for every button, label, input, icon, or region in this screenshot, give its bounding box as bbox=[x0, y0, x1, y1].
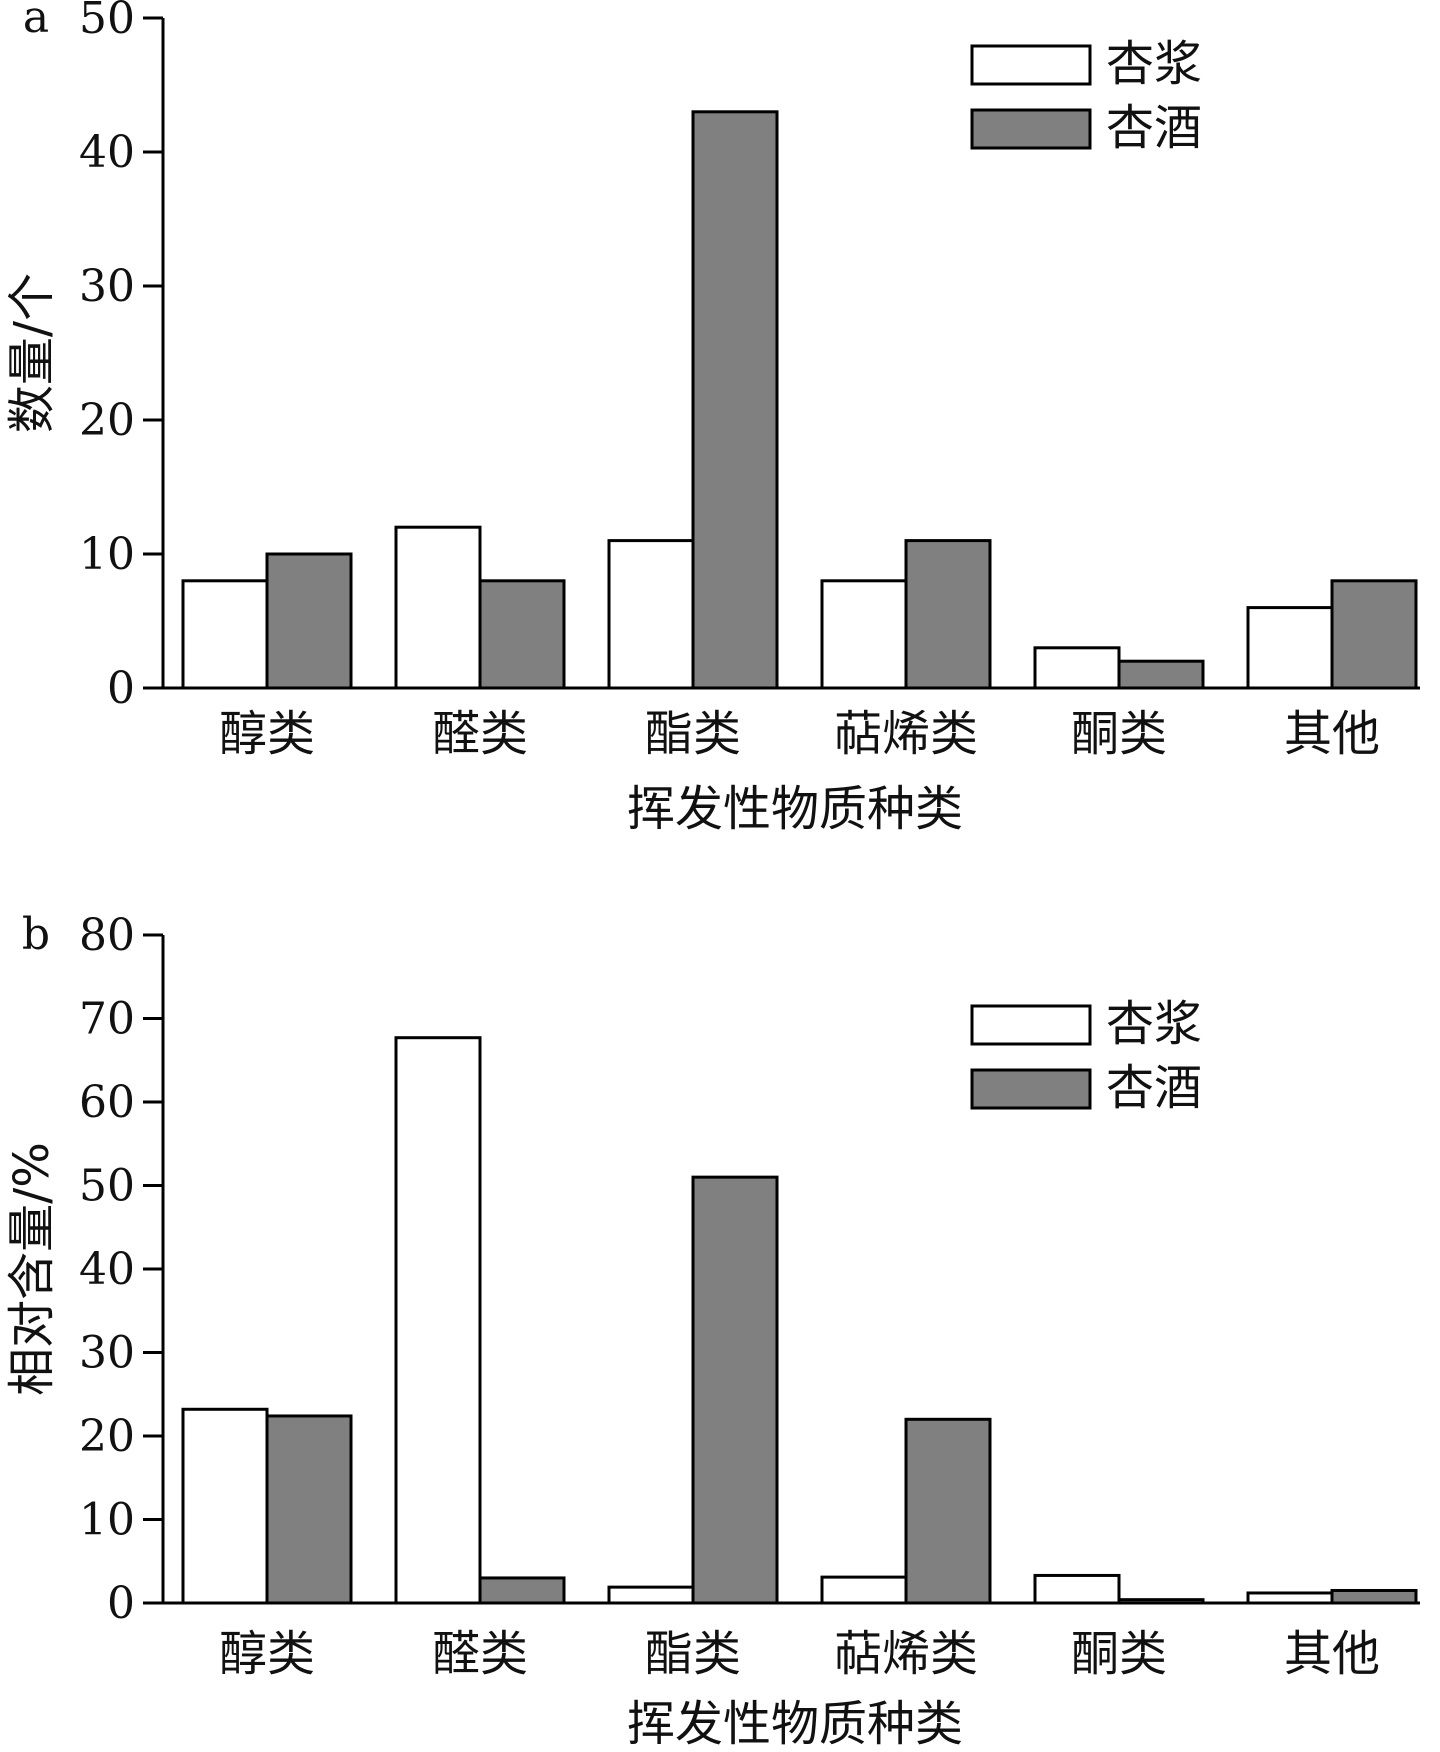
x-tick-label: 萜烯类 bbox=[834, 706, 978, 762]
bar-b-series1-4 bbox=[1033, 1573, 1121, 1605]
y-tick-label: 30 bbox=[79, 1328, 135, 1379]
y-tick-label: 10 bbox=[79, 1495, 135, 1546]
legend-label: 杏浆 bbox=[1106, 36, 1202, 92]
x-axis-title: 挥发性物质种类 bbox=[627, 1696, 963, 1752]
y-tick-label: 80 bbox=[79, 910, 135, 961]
bar-a-series2-5 bbox=[1330, 579, 1418, 690]
chart-panel-b: 醇类 醛类 酯类 萜烯类 酮类 其他 0 10 20 30 40 50 60 70 80 挥发性物质种类 相对含… bbox=[4, 909, 1420, 1752]
legend-swatch-series2 bbox=[970, 1068, 1092, 1110]
legend-label: 杏浆 bbox=[1106, 996, 1202, 1052]
bar-a-series2-1 bbox=[478, 579, 566, 690]
x-axis-title: 挥发性物质种类 bbox=[627, 781, 963, 837]
x-tick-label: 酯类 bbox=[645, 1626, 741, 1682]
legend-label: 杏酒 bbox=[1106, 100, 1202, 156]
bar-b-series2-2 bbox=[691, 1175, 779, 1605]
bar-a-series2-0 bbox=[265, 552, 353, 690]
x-tick-label: 萜烯类 bbox=[834, 1626, 978, 1682]
bar-b-series2-5 bbox=[1330, 1588, 1418, 1605]
y-tick-label: 40 bbox=[79, 1244, 135, 1295]
y-tick-label: 70 bbox=[79, 994, 135, 1045]
legend-label: 杏酒 bbox=[1106, 1060, 1202, 1116]
y-tick-label: 50 bbox=[79, 0, 135, 44]
y-tick-label: 40 bbox=[79, 127, 135, 178]
x-tick-label: 酯类 bbox=[645, 706, 741, 762]
bar-b-series1-2 bbox=[607, 1585, 695, 1605]
bar-b-series1-3 bbox=[820, 1575, 908, 1605]
y-tick-label: 50 bbox=[79, 1161, 135, 1212]
bar-a-series2-2 bbox=[691, 110, 779, 690]
y-axis-title: 相对含量/% bbox=[4, 1142, 60, 1396]
bar-a-series1-1 bbox=[394, 525, 482, 690]
bar-a-series2-4 bbox=[1117, 659, 1205, 690]
y-tick-label: 0 bbox=[107, 1578, 135, 1629]
x-tick-label: 酮类 bbox=[1071, 706, 1167, 762]
x-tick-label: 醛类 bbox=[432, 1626, 528, 1682]
bar-b-series2-0 bbox=[265, 1414, 353, 1605]
legend-swatch-series1 bbox=[970, 44, 1092, 86]
y-tick-label: 20 bbox=[79, 395, 135, 446]
bar-b-series1-1 bbox=[394, 1036, 482, 1605]
y-tick-label: 10 bbox=[79, 529, 135, 580]
x-tick-label: 醇类 bbox=[219, 706, 315, 762]
x-tick-label: 其他 bbox=[1284, 706, 1380, 762]
legend-swatch-series2 bbox=[970, 108, 1092, 150]
x-tick-label: 醛类 bbox=[432, 706, 528, 762]
bar-a-series1-4 bbox=[1033, 646, 1121, 690]
bar-b-series1-5 bbox=[1246, 1591, 1334, 1605]
bar-b-series2-1 bbox=[478, 1576, 566, 1605]
y-axis-title: 数量/个 bbox=[4, 273, 60, 433]
x-tick-label: 酮类 bbox=[1071, 1626, 1167, 1682]
y-tick-label: 60 bbox=[79, 1077, 135, 1128]
y-tick-label: 20 bbox=[79, 1411, 135, 1462]
y-tick-label: 0 bbox=[107, 663, 135, 714]
panel-tag: b bbox=[22, 909, 50, 960]
x-tick-label: 其他 bbox=[1284, 1626, 1380, 1682]
bar-a-series1-0 bbox=[181, 579, 269, 690]
bar-a-series2-3 bbox=[904, 539, 992, 690]
bar-a-series1-5 bbox=[1246, 606, 1334, 690]
x-tick-label: 醇类 bbox=[219, 1626, 315, 1682]
y-tick-label: 30 bbox=[79, 261, 135, 312]
panel-tag: a bbox=[23, 0, 49, 43]
bar-a-series1-3 bbox=[820, 579, 908, 690]
legend-swatch-series1 bbox=[970, 1004, 1092, 1046]
bar-b-series2-3 bbox=[904, 1417, 992, 1605]
bar-b-series1-0 bbox=[181, 1407, 269, 1605]
bar-a-series1-2 bbox=[607, 539, 695, 690]
